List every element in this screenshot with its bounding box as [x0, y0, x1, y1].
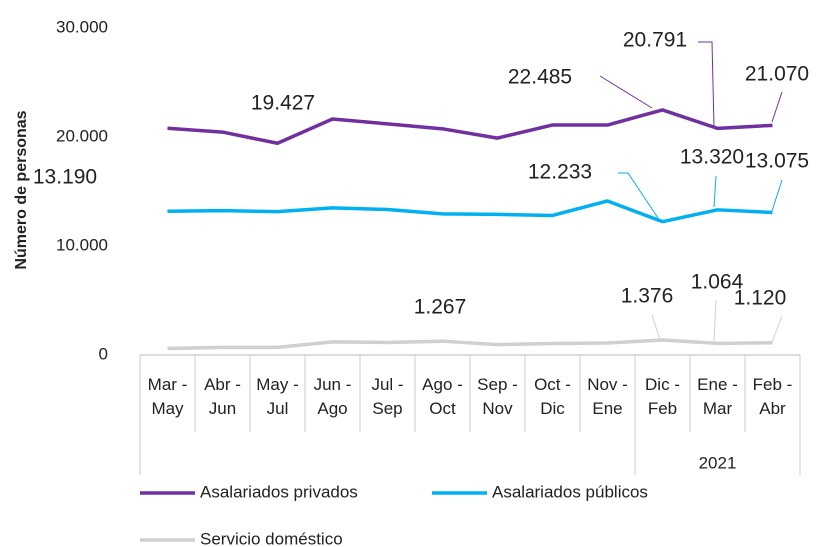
legend-label: Asalariados privados: [200, 482, 358, 501]
series-line: [167, 108, 773, 145]
x-tick-label: Nov - Ene: [587, 375, 628, 418]
data-label: 20.791: [623, 29, 687, 52]
x-tick-label: Ene - Mar: [697, 375, 738, 418]
y-tick-label: 20.000: [56, 126, 108, 145]
leader-line: [698, 41, 715, 128]
leader-line: [771, 179, 783, 212]
data-label: 21.070: [745, 63, 809, 86]
data-label: 12.233: [528, 161, 592, 184]
y-tick-label: 30.000: [56, 17, 108, 36]
y-axis-label: Número de personas: [13, 110, 30, 269]
x-tick-label: Abr - Jun: [204, 375, 241, 418]
x-tick-label: May - Jul: [256, 375, 299, 418]
leader-line: [599, 75, 653, 109]
series-line: [167, 199, 773, 224]
y-tick-label: 0: [99, 344, 108, 363]
data-label: 1.064: [691, 271, 744, 294]
leader-line: [618, 172, 661, 222]
data-label: 1.267: [414, 296, 467, 319]
leader-line: [771, 315, 783, 343]
data-label: 1.120: [734, 287, 787, 310]
series-line: [167, 338, 773, 351]
data-label: 13.320: [680, 146, 744, 169]
leader-line: [713, 175, 717, 208]
leader-line: [771, 91, 783, 123]
data-label: 13.190: [33, 166, 97, 189]
legend-label: Asalariados públicos: [492, 482, 648, 501]
x-tick-label: Sep - Nov: [477, 375, 518, 418]
x-tick-label: Feb - Abr: [752, 375, 793, 418]
x-tick-label: Jun - Ago: [313, 375, 352, 418]
legend-label: Servicio doméstico: [200, 529, 343, 547]
x-tick-label: Jul - Sep: [371, 375, 404, 418]
data-label: 19.427: [251, 92, 315, 115]
x-tick-label: Oct - Dic: [534, 375, 571, 418]
data-label: 13.075: [745, 150, 809, 173]
x-tick-label: Ago - Oct: [422, 375, 463, 418]
data-label: 1.376: [621, 285, 674, 308]
y-tick-label: 10.000: [56, 235, 108, 254]
leader-line: [651, 314, 661, 341]
year-label: 2021: [699, 453, 737, 472]
x-tick-label: Dic - Feb: [645, 375, 680, 418]
x-tick-label: Mar - May: [147, 375, 188, 418]
data-label: 22.485: [508, 66, 572, 89]
leader-line: [713, 299, 717, 342]
